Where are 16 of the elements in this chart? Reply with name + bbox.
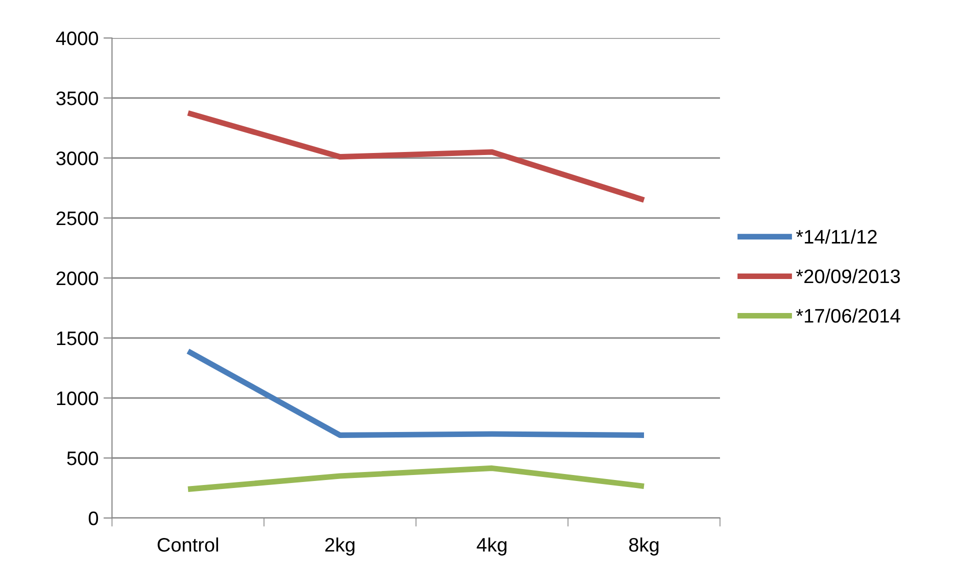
legend-label: *20/09/2013 (796, 268, 900, 284)
legend-label: *14/11/12 (796, 229, 877, 244)
y-tick-label: 3000 (56, 151, 98, 166)
y-tick-label: 1000 (57, 391, 98, 406)
legend-label: *17/06/2014 (796, 308, 900, 323)
y-tick-label: 4000 (56, 31, 98, 46)
y-tick-label: 2000 (56, 271, 98, 286)
y-tick-label: 3500 (56, 91, 98, 106)
y-tick-label: 1500 (57, 331, 98, 346)
x-tick-label: 4kg (476, 537, 506, 556)
y-tick-label: 0 (88, 511, 98, 526)
y-tick-label: 500 (67, 451, 98, 466)
y-tick-label: 2500 (56, 211, 98, 226)
x-tick-label: 8kg (629, 537, 658, 556)
x-tick-label: 2kg (325, 537, 354, 556)
x-tick-label: Control (158, 537, 218, 552)
